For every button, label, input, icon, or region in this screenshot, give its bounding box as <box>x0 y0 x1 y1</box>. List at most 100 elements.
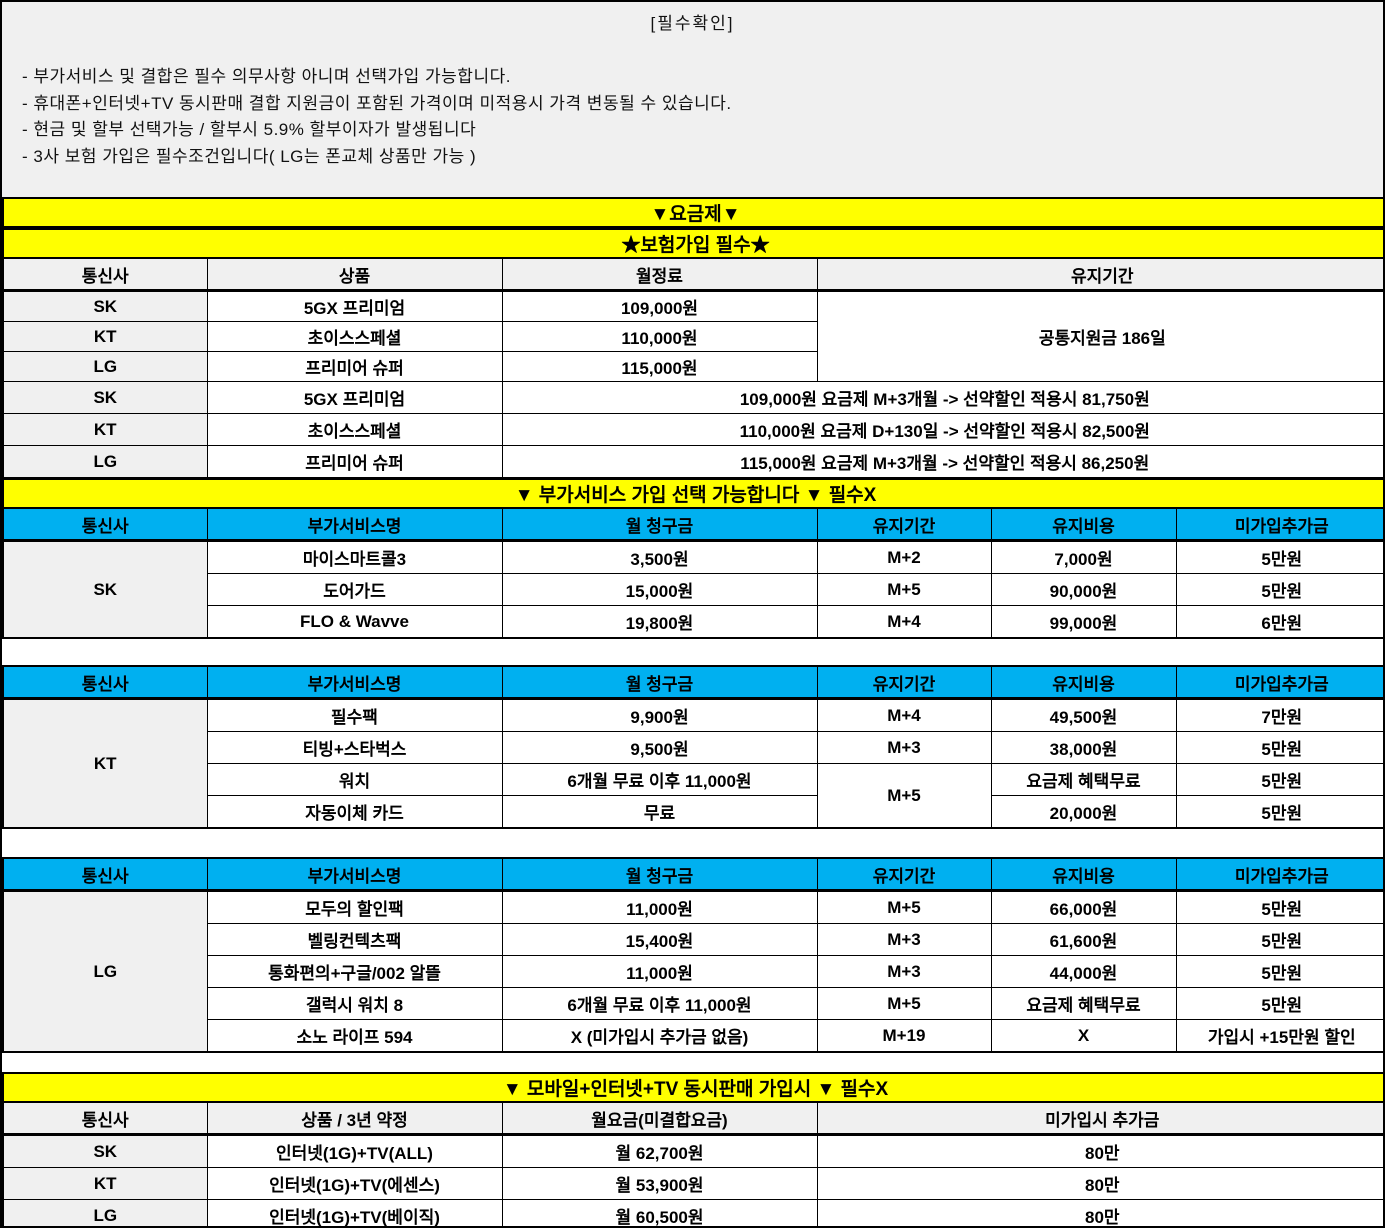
cost-cell: 90,000원 <box>990 573 1177 606</box>
kt-addon-row: 자동이체 카드 무료 20,000원 5만원 <box>3 795 1383 829</box>
plan-discount-row: SK 5GX 프리미엄 109,000원 요금제 M+3개월 -> 선약할인 적… <box>2 381 1383 414</box>
addon-band-row: ▼ 부가서비스 가입 선택 가능합니다 ▼ 필수X <box>3 477 1383 509</box>
cost-cell: 66,000원 <box>990 890 1177 924</box>
notice-line: - 3사 보험 가입은 필수조건입니다( LG는 폰교체 상품만 가능 ) <box>22 146 477 166</box>
col-header-carrier: 통신사 <box>2 665 208 700</box>
penalty-cell: 7만원 <box>1175 698 1383 732</box>
period-cell: M+3 <box>816 955 992 988</box>
kt-addon-row: 워치 6개월 무료 이후 11,000원 M+5 요금제 혜택무료 5만원 <box>3 763 1383 829</box>
charge-cell: 3,500원 <box>501 540 818 574</box>
fee-cell: 월 53,900원 <box>501 1167 818 1200</box>
period-cell: M+5 <box>816 987 992 1020</box>
plan-and-sk-addon-table: ▼요금제▼ ★보험가입 필수★ 통신사 상품 월정료 유지기간 SK 5GX 프… <box>2 197 1383 639</box>
product-cell: 초이스스페셜 <box>206 321 503 352</box>
charge-cell: 15,400원 <box>501 923 818 956</box>
col-header-penalty: 미가입추가금 <box>1175 857 1383 892</box>
charge-cell: 19,800원 <box>501 605 818 639</box>
carrier-cell: SK <box>2 381 208 414</box>
period-cell: M+3 <box>816 731 992 764</box>
discount-detail-cell: 109,000원 요금제 M+3개월 -> 선약할인 적용시 81,750원 <box>501 381 1383 414</box>
charge-cell: 9,500원 <box>501 731 818 764</box>
col-header-monthly-fee: 월정료 <box>501 257 818 292</box>
lg-addon-row: 벨링컨텍츠팩 15,400원 M+3 61,600원 5만원 <box>3 923 1383 956</box>
sk-addon-row: SK 마이스마트콜3 3,500원 M+2 7,000원 5만원 <box>2 540 1383 639</box>
lg-addon-row: 갤럭시 워치 8 6개월 무료 이후 11,000원 M+5 요금제 혜택무료 … <box>3 987 1383 1020</box>
fee-cell: 월 62,700원 <box>501 1134 818 1168</box>
discount-detail-cell: 115,000원 요금제 M+3개월 -> 선약할인 적용시 86,250원 <box>501 445 1383 479</box>
bundle-table: ▼ 모바일+인터넷+TV 동시판매 가입시 ▼ 필수X 통신사 상품 / 3년 … <box>2 1072 1383 1226</box>
service-cell: FLO & Wavve <box>206 605 503 639</box>
cost-cell: 49,500원 <box>990 698 1177 732</box>
product-cell: 인터넷(1G)+TV(에센스) <box>206 1167 503 1200</box>
lg-addon-table: 통신사 부가서비스명 월 청구금 유지기간 유지비용 미가입추가금 LG 모두의… <box>2 857 1383 1053</box>
carrier-cell: LG <box>2 1199 208 1226</box>
charge-cell: 15,000원 <box>501 573 818 606</box>
cost-cell: 61,600원 <box>990 923 1177 956</box>
section-gap <box>2 639 1383 665</box>
plan-header-row: 통신사 상품 월정료 유지기간 <box>2 257 1383 292</box>
sk-addon-header-row: 통신사 부가서비스명 월 청구금 유지기간 유지비용 미가입추가금 <box>2 507 1383 542</box>
bundle-row: SK 인터넷(1G)+TV(ALL) 월 62,700원 80만 <box>2 1134 1383 1168</box>
insurance-band-row: ★보험가입 필수★ <box>3 227 1383 259</box>
lg-addon-row: 통화편의+구글/002 알뜰 11,000원 M+3 44,000원 5만원 <box>3 955 1383 988</box>
fee-cell: 110,000원 <box>501 321 818 352</box>
bundle-row: LG 인터넷(1G)+TV(베이직) 월 60,500원 80만 <box>2 1199 1383 1226</box>
service-cell: 도어가드 <box>206 573 503 606</box>
col-header-carrier: 통신사 <box>2 857 208 892</box>
col-header-service: 부가서비스명 <box>206 665 503 700</box>
col-header-carrier: 통신사 <box>2 1101 208 1136</box>
service-cell: 벨링컨텍츠팩 <box>206 923 503 956</box>
col-header-retention: 유지기간 <box>816 257 1383 292</box>
col-header-period: 유지기간 <box>816 665 992 700</box>
col-header-cost: 유지비용 <box>990 857 1177 892</box>
service-cell: 소노 라이프 594 <box>206 1019 503 1053</box>
carrier-cell: KT <box>2 1167 208 1200</box>
penalty-cell: 80만 <box>816 1199 1383 1226</box>
product-cell: 프리미어 슈퍼 <box>206 445 503 479</box>
col-header-monthly-charge: 월 청구금 <box>501 857 818 892</box>
col-header-product: 상품 / 3년 약정 <box>206 1101 503 1136</box>
service-cell: 통화편의+구글/002 알뜰 <box>206 955 503 988</box>
service-cell: 워치 <box>206 763 503 796</box>
carrier-cell: LG <box>2 890 208 1053</box>
period-cell: M+5 <box>816 763 992 829</box>
cost-cell: X <box>990 1019 1177 1053</box>
section-gap <box>2 829 1383 857</box>
period-cell: M+5 <box>816 573 992 606</box>
cost-cell: 44,000원 <box>990 955 1177 988</box>
col-header-product: 상품 <box>206 257 503 292</box>
bundle-row: KT 인터넷(1G)+TV(에센스) 월 53,900원 80만 <box>2 1167 1383 1200</box>
col-header-monthly-charge: 월 청구금 <box>501 665 818 700</box>
charge-cell: 6개월 무료 이후 11,000원 <box>501 987 818 1020</box>
penalty-cell: 5만원 <box>1175 540 1383 574</box>
cost-cell: 요금제 혜택무료 <box>990 987 1177 1020</box>
charge-cell: 11,000원 <box>501 890 818 924</box>
service-cell: 갤럭시 워치 8 <box>206 987 503 1020</box>
penalty-cell: 5만원 <box>1175 987 1383 1020</box>
carrier-cell: SK <box>2 290 208 322</box>
period-cell: M+3 <box>816 923 992 956</box>
bundle-band-row: ▼ 모바일+인터넷+TV 동시판매 가입시 ▼ 필수X <box>3 1072 1383 1103</box>
kt-addon-row: 티빙+스타벅스 9,500원 M+3 38,000원 5만원 <box>3 731 1383 764</box>
penalty-cell: 5만원 <box>1175 795 1383 829</box>
product-cell: 초이스스페셜 <box>206 413 503 446</box>
col-header-monthly-fee: 월요금(미결합요금) <box>501 1101 818 1136</box>
sk-addon-row: FLO & Wavve 19,800원 M+4 99,000원 6만원 <box>3 605 1383 639</box>
carrier-cell: LG <box>2 351 208 382</box>
col-header-cost: 유지비용 <box>990 665 1177 700</box>
notice-line: - 현금 및 할부 선택가능 / 할부시 5.9% 할부이자가 발생됩니다 <box>22 120 477 139</box>
col-header-carrier: 통신사 <box>2 507 208 542</box>
period-cell: M+2 <box>816 540 992 574</box>
product-cell: 5GX 프리미엄 <box>206 381 503 414</box>
col-header-monthly-charge: 월 청구금 <box>501 507 818 542</box>
fee-cell: 월 60,500원 <box>501 1199 818 1226</box>
col-header-penalty: 미가입추가금 <box>1175 507 1383 542</box>
penalty-cell: 80만 <box>816 1167 1383 1200</box>
product-cell: 프리미어 슈퍼 <box>206 351 503 382</box>
cost-cell: 99,000원 <box>990 605 1177 639</box>
kt-addon-row: KT 필수팩 9,900원 M+4 49,500원 7만원 <box>2 698 1383 829</box>
bundle-header-row: 통신사 상품 / 3년 약정 월요금(미결합요금) 미가입시 추가금 <box>2 1101 1383 1136</box>
cost-cell: 요금제 혜택무료 <box>990 763 1177 796</box>
penalty-cell: 5만원 <box>1175 923 1383 956</box>
